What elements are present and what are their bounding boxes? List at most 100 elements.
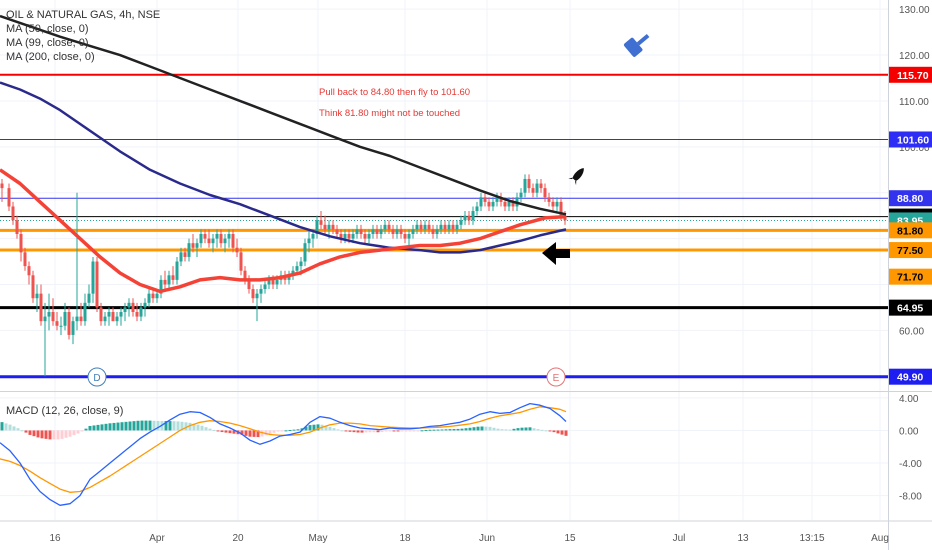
- candle: [227, 229, 231, 248]
- candle: [111, 307, 115, 322]
- macd-histogram-bar: [560, 430, 564, 435]
- candle: [255, 289, 259, 322]
- macd-histogram-bar: [184, 422, 188, 431]
- candle: [411, 224, 415, 239]
- earnings-marker[interactable]: E: [546, 367, 566, 387]
- earnings-marker-label: E: [553, 373, 560, 384]
- candle: [459, 215, 463, 230]
- rocket-icon: [568, 168, 584, 186]
- macd-histogram-bar: [448, 429, 452, 431]
- candle: [527, 174, 531, 193]
- macd-histogram-bar: [136, 420, 140, 431]
- ma50-legend[interactable]: MA (50, close, 0): [6, 23, 89, 35]
- level-badge-71.70: 71.70: [889, 268, 932, 285]
- macd-histogram-bar: [224, 430, 228, 433]
- macd-histogram-bar: [28, 430, 32, 435]
- macd-histogram-bar: [472, 427, 476, 431]
- candle: [435, 224, 439, 239]
- candle: [67, 307, 71, 340]
- macd-tick-label: 4.00: [899, 394, 919, 405]
- candle: [287, 270, 291, 285]
- candle: [75, 192, 79, 331]
- macd-histogram-bar: [380, 430, 384, 432]
- candle: [443, 220, 447, 234]
- macd-histogram-bar: [144, 420, 148, 431]
- macd-histogram-bar: [412, 430, 416, 432]
- candle: [135, 302, 139, 322]
- macd-histogram-bar: [112, 422, 116, 431]
- annotation-line-2[interactable]: Think 81.80 might not be touched: [319, 108, 461, 119]
- macd-histogram-bar: [80, 430, 84, 432]
- macd-histogram-bar: [84, 428, 88, 431]
- symbol-title[interactable]: OIL & NATURAL GAS, 4h, NSE: [6, 9, 161, 21]
- macd-histogram-bar: [152, 420, 156, 431]
- macd-histogram-bar: [104, 423, 108, 431]
- macd-histogram-bar: [280, 430, 284, 432]
- dividend-marker-label: D: [93, 373, 100, 384]
- candle: [203, 229, 207, 244]
- macd-histogram-bar: [436, 429, 440, 431]
- moving-averages: [0, 14, 567, 294]
- ma99-legend[interactable]: MA (99, close, 0): [6, 37, 89, 49]
- macd-histogram-bar: [92, 425, 96, 431]
- macd-histogram-bar: [400, 430, 404, 432]
- macd-histogram-bar: [292, 429, 296, 431]
- ma200-legend[interactable]: MA (200, close, 0): [6, 51, 95, 63]
- macd-histogram-bar: [392, 430, 396, 432]
- macd-histogram-bar: [564, 430, 568, 436]
- macd-histogram-bar: [512, 428, 516, 431]
- dividend-marker[interactable]: D: [87, 367, 107, 387]
- macd-histogram-bar: [304, 426, 308, 431]
- macd-histogram-bar: [244, 430, 248, 436]
- macd-histogram-bar: [372, 430, 376, 433]
- candle: [31, 270, 35, 303]
- macd-lines: [0, 402, 567, 506]
- candle: [431, 224, 435, 239]
- macd-histogram-bar: [248, 430, 252, 437]
- candle: [167, 270, 171, 290]
- candle: [143, 298, 147, 317]
- candle: [315, 215, 319, 239]
- macd-histogram-bar: [404, 430, 408, 432]
- macd-histogram-bar: [424, 430, 428, 432]
- macd-histogram-bar: [200, 425, 204, 431]
- macd-histogram-bar: [140, 420, 144, 431]
- candle: [83, 293, 87, 326]
- candle: [99, 302, 103, 326]
- candle: [119, 307, 123, 326]
- candle: [71, 316, 75, 345]
- macd-histogram-bar: [260, 430, 264, 437]
- candle: [123, 302, 127, 322]
- candle: [239, 247, 243, 276]
- candle: [7, 183, 11, 212]
- candle: [175, 256, 179, 285]
- ma99-line: [0, 81, 567, 254]
- candle: [335, 224, 339, 239]
- macd-histogram-bar: [384, 430, 388, 432]
- candle: [495, 192, 499, 207]
- candle: [339, 229, 343, 244]
- annotation-line-1[interactable]: Pull back to 84.80 then fly to 101.60: [319, 87, 471, 98]
- macd-histogram-bar: [132, 421, 136, 431]
- macd-histogram-bar: [196, 424, 200, 431]
- candle: [359, 224, 363, 239]
- candle: [499, 192, 503, 207]
- macd-legend[interactable]: MACD (12, 26, close, 9): [6, 405, 124, 417]
- time-tick-label: 18: [399, 533, 411, 544]
- candle: [551, 197, 555, 212]
- macd-histogram-bar: [500, 429, 504, 431]
- macd-histogram-bar: [176, 421, 180, 431]
- macd-histogram-bar: [316, 424, 320, 431]
- candle: [463, 211, 467, 225]
- macd-histogram-bar: [16, 428, 20, 431]
- macd-histogram-bar: [532, 428, 536, 431]
- macd-histogram-bar: [544, 430, 548, 432]
- level-badge-88.80: 88.80: [889, 190, 932, 207]
- candle: [139, 302, 143, 322]
- candle: [251, 284, 255, 303]
- level-badge-81.80: 81.80: [889, 222, 932, 239]
- candle: [511, 197, 515, 212]
- candle: [355, 224, 359, 239]
- candle: [231, 229, 235, 253]
